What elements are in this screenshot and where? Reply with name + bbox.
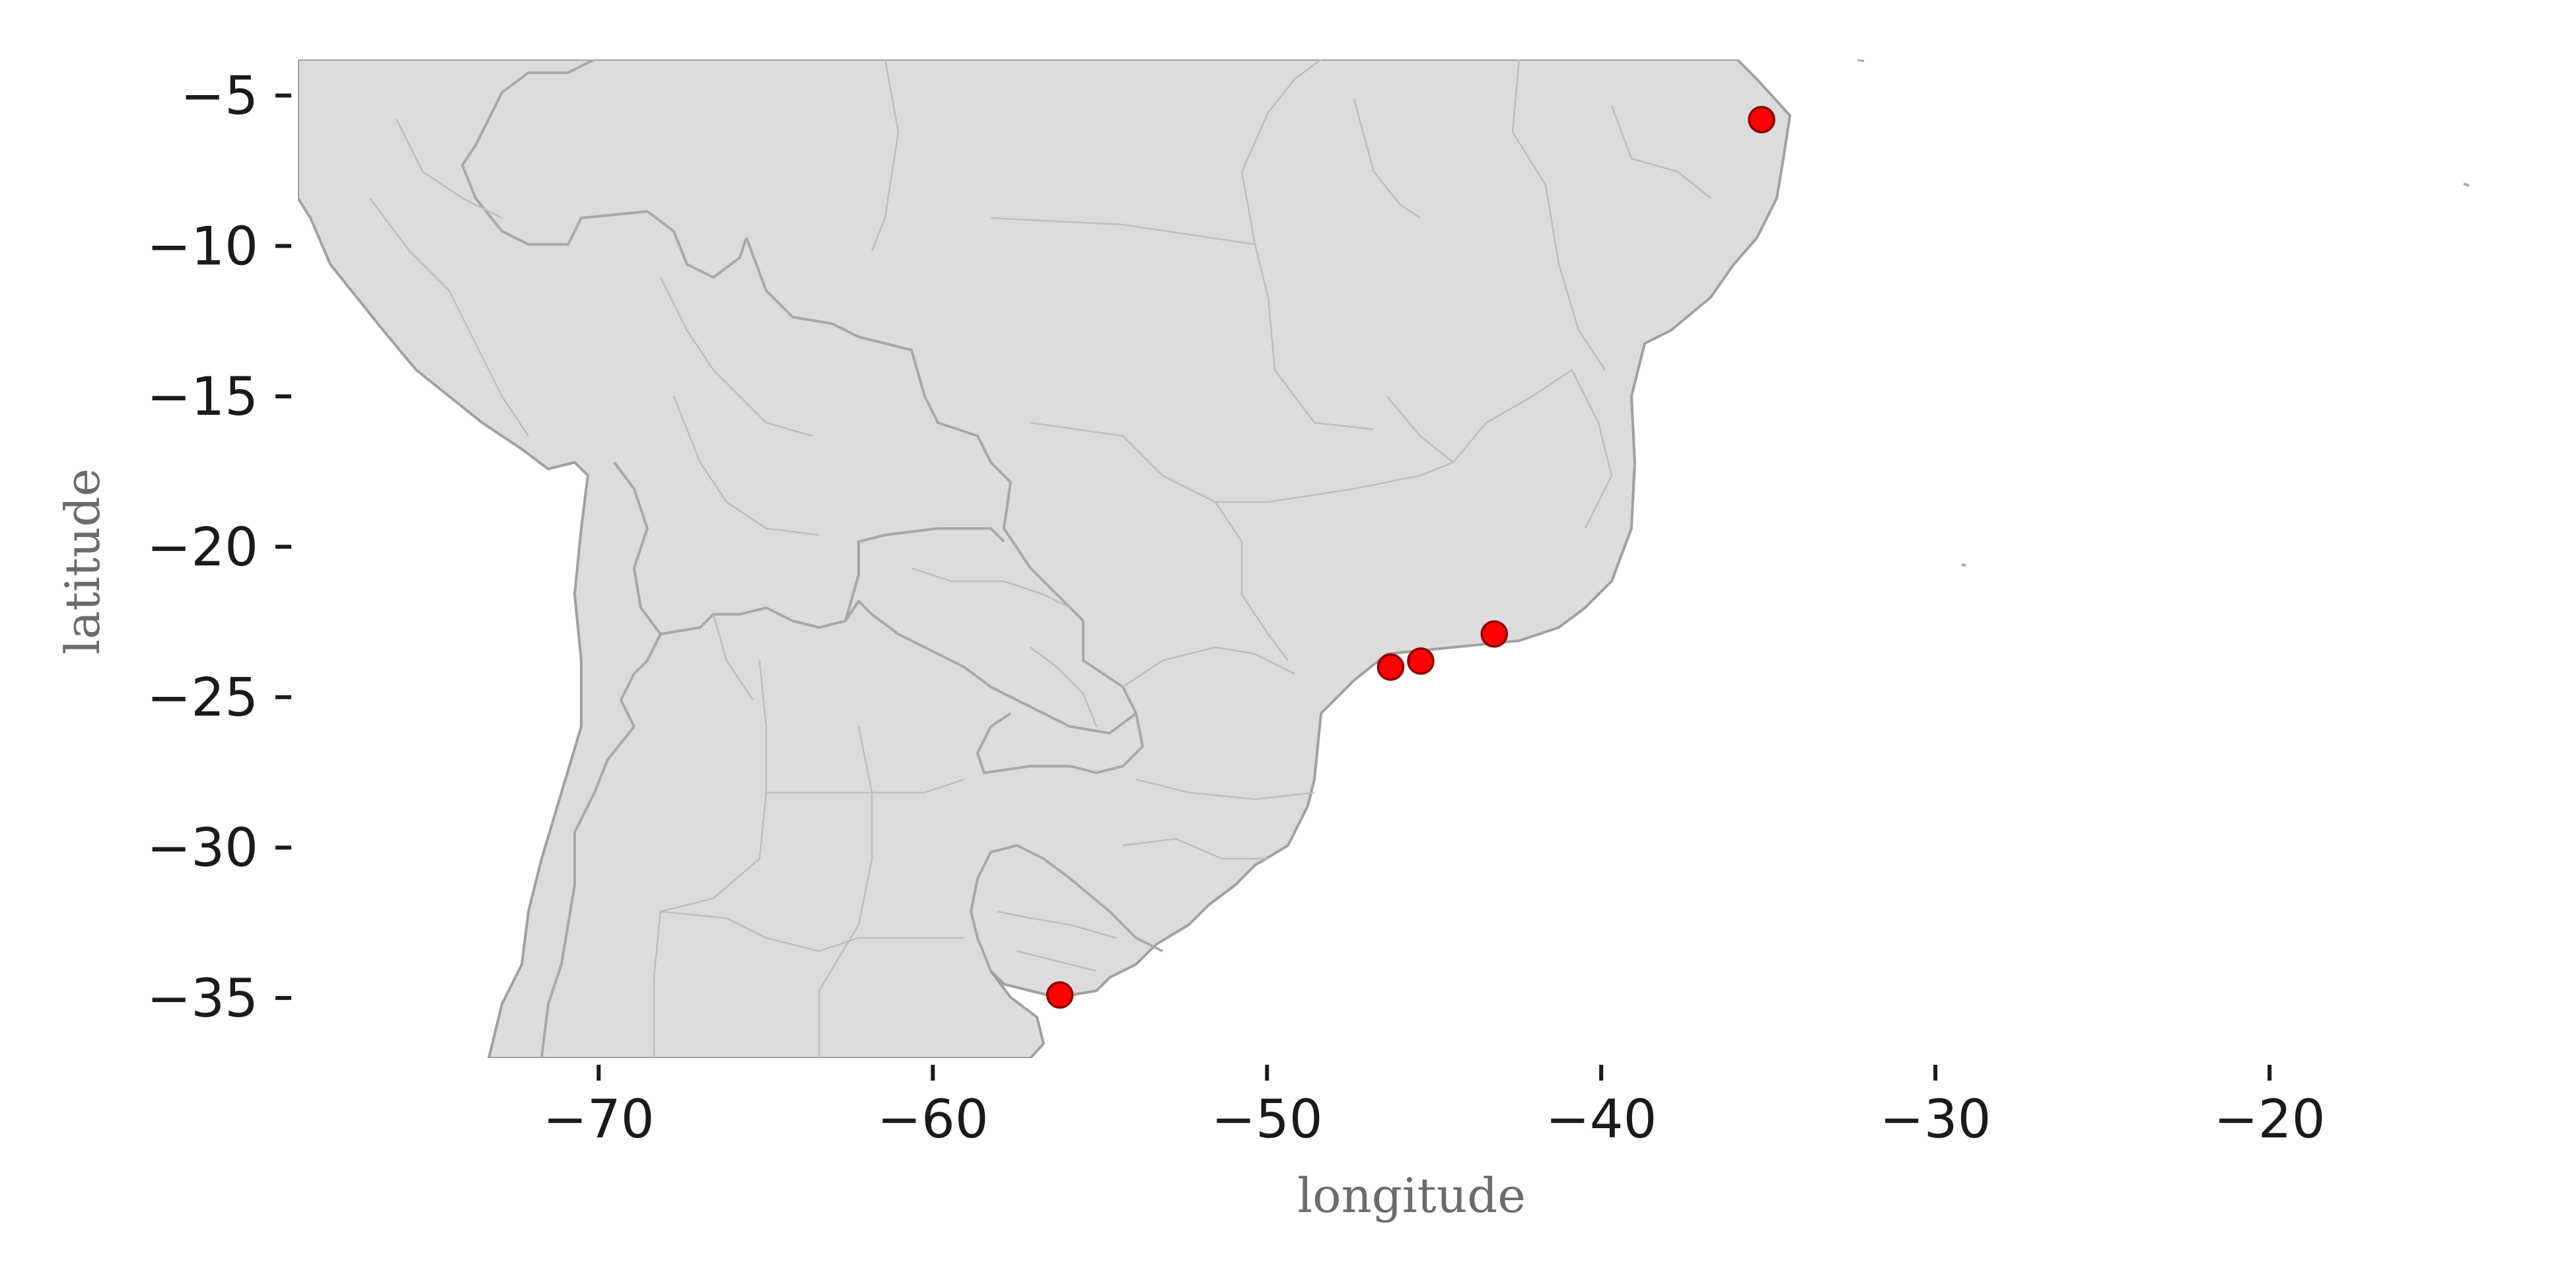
scatter-points — [1046, 106, 1775, 1009]
x-tick-label: −70 — [543, 1089, 655, 1150]
x-tick-label: −50 — [1211, 1089, 1323, 1150]
y-tick-label: −5 — [180, 65, 258, 127]
x-tick-label: −60 — [877, 1089, 989, 1150]
basemap — [298, 59, 2470, 1058]
x-tick-label: −30 — [1880, 1089, 1991, 1150]
y-axis: −5 −10 −15 −20 −25 −30 −35 — [147, 65, 291, 1029]
y-tick-label: −25 — [147, 666, 258, 728]
x-axis-title: longitude — [1297, 1168, 1526, 1223]
x-tick-label: −20 — [2214, 1089, 2326, 1150]
country-borders — [461, 59, 1163, 1058]
location-point — [1377, 653, 1405, 681]
location-point — [1748, 106, 1775, 133]
y-tick-label: −30 — [147, 817, 258, 878]
y-tick-label: −15 — [147, 366, 258, 427]
y-tick-label: −10 — [147, 215, 258, 277]
state-borders — [369, 59, 1711, 1058]
x-axis: −70 −60 −50 −40 −30 −20 — [543, 1065, 2326, 1150]
atlantic-island-speck — [1857, 59, 1865, 62]
atlantic-island-speck — [2463, 182, 2470, 187]
location-point — [1407, 647, 1435, 675]
y-tick-label: −35 — [147, 968, 258, 1029]
location-point — [1046, 981, 1074, 1009]
south-america-landmass — [298, 59, 1791, 1058]
y-axis-title: latitude — [55, 468, 110, 655]
x-tick-label: −40 — [1546, 1089, 1657, 1150]
y-tick-label: −20 — [147, 517, 258, 578]
location-point — [1480, 620, 1509, 648]
